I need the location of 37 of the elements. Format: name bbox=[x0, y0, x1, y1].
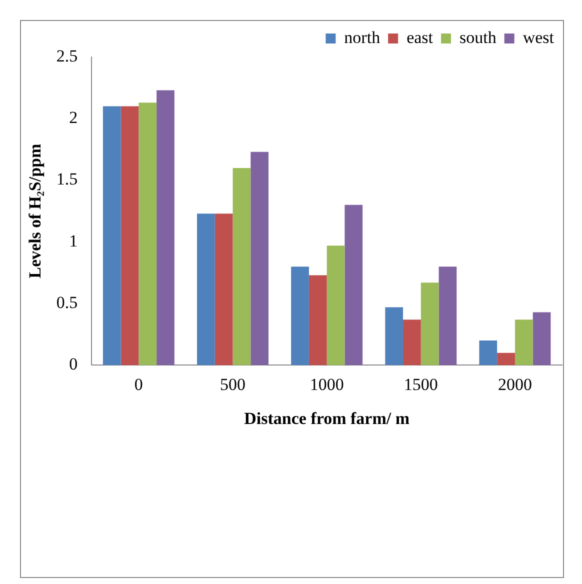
bar bbox=[250, 152, 268, 366]
y-tick-label: 0.5 bbox=[56, 293, 78, 312]
legend-label: south bbox=[460, 28, 497, 47]
x-axis-title: Distance from farm/ m bbox=[244, 409, 410, 428]
bar bbox=[420, 282, 439, 366]
legend-label: east bbox=[406, 28, 434, 47]
y-axis-title: Levels of H₂S/ppm bbox=[26, 144, 45, 278]
x-tick-label: 1000 bbox=[310, 374, 344, 394]
bar bbox=[403, 320, 421, 366]
y-tick-label: 0 bbox=[69, 354, 78, 374]
bar bbox=[308, 275, 327, 366]
bar bbox=[197, 214, 215, 366]
bar bbox=[120, 106, 139, 366]
bar bbox=[326, 246, 345, 366]
y-tick-label: 1 bbox=[69, 231, 78, 250]
y-tick-label: 1.5 bbox=[56, 170, 78, 189]
bar bbox=[214, 214, 233, 366]
bar bbox=[438, 266, 457, 366]
x-tick-label: 500 bbox=[220, 374, 246, 394]
bar bbox=[385, 307, 404, 366]
y-tick-label: 2.5 bbox=[56, 46, 78, 66]
x-tick-label: 2000 bbox=[498, 374, 532, 394]
legend-label: north bbox=[344, 28, 381, 47]
bar bbox=[514, 320, 533, 366]
bar bbox=[344, 204, 363, 366]
bar bbox=[156, 90, 174, 366]
y-tick-label: 2 bbox=[69, 108, 78, 128]
bar bbox=[291, 266, 309, 366]
legend-label: west bbox=[522, 28, 554, 47]
bar bbox=[232, 168, 251, 366]
bar bbox=[138, 102, 157, 366]
bar bbox=[479, 340, 498, 366]
x-tick-label: 0 bbox=[134, 374, 143, 394]
x-tick-label: 1500 bbox=[404, 374, 438, 394]
bar bbox=[532, 312, 551, 366]
bar bbox=[497, 352, 515, 366]
bar bbox=[102, 106, 121, 366]
